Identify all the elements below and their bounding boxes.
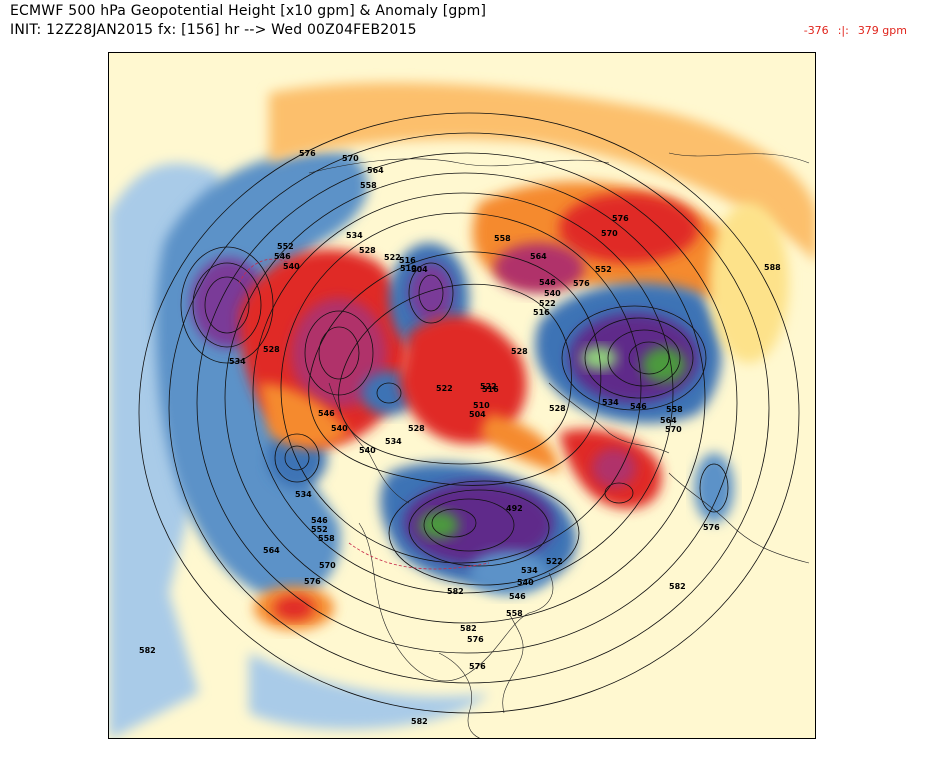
contour-label: 540 — [331, 424, 348, 433]
contour-label: 504 — [469, 410, 486, 419]
contour-label: 558 — [494, 234, 511, 243]
contour-label: 516 — [482, 385, 499, 394]
contour-label: 582 — [447, 587, 464, 596]
contour-label: 552 — [595, 265, 612, 274]
contour-label: 558 — [360, 181, 377, 190]
contour-label: 522 — [436, 384, 453, 393]
contour-label: 582 — [411, 717, 428, 726]
contour-label: 558 — [666, 405, 683, 414]
contour-label: 528 — [408, 424, 425, 433]
contour-label: 546 — [274, 252, 291, 261]
contour-label: 510 — [400, 264, 417, 273]
contour-label: 588 — [764, 263, 781, 272]
contour-label: 540 — [544, 289, 561, 298]
contour-label: 540 — [359, 446, 376, 455]
contour-label: 492 — [506, 504, 523, 513]
contour-label: 540 — [283, 262, 300, 271]
map-title: ECMWF 500 hPa Geopotential Height [x10 g… — [10, 3, 487, 19]
map-panel: 576 570 564 558 534 528 522 516 510 504 … — [108, 52, 816, 739]
contour-label: 582 — [669, 582, 686, 591]
contour-label: 546 — [630, 402, 647, 411]
contour-label: 576 — [467, 635, 484, 644]
contour-label: 534 — [229, 357, 246, 366]
anomaly-map: 576 570 564 558 534 528 522 516 510 504 … — [109, 53, 815, 738]
contour-label: 582 — [460, 624, 477, 633]
contour-label: 570 — [319, 561, 336, 570]
contour-label: 534 — [346, 231, 363, 240]
contour-label: 576 — [469, 662, 486, 671]
contour-label: 528 — [359, 246, 376, 255]
contour-label: 564 — [530, 252, 547, 261]
contour-label: 576 — [299, 149, 316, 158]
anomaly-range: -376 :|: 379 gpm — [804, 24, 907, 37]
contour-label: 564 — [367, 166, 384, 175]
anomaly-max: 379 gpm — [857, 24, 907, 37]
contour-label: 534 — [521, 566, 538, 575]
contour-label: 534 — [602, 398, 619, 407]
coastlines — [308, 152, 810, 738]
contour-label: 546 — [311, 516, 328, 525]
contour-labels: 576 570 564 558 534 528 522 516 510 504 … — [139, 149, 781, 726]
contour-label: 576 — [612, 214, 629, 223]
contour-label: 522 — [539, 299, 556, 308]
contour-label: 570 — [665, 425, 682, 434]
contour-label: 528 — [263, 345, 280, 354]
contour-label: 516 — [399, 256, 416, 265]
contour-label: 534 — [295, 490, 312, 499]
contour-label: 576 — [304, 577, 321, 586]
contour-label: 570 — [601, 229, 618, 238]
contour-label: 528 — [511, 347, 528, 356]
contour-label: 516 — [533, 308, 550, 317]
contour-label: 534 — [385, 437, 402, 446]
contour-label: 576 — [703, 523, 720, 532]
anomaly-outline — [238, 258, 490, 570]
contour-label: 546 — [509, 592, 526, 601]
contour-label: 522 — [546, 557, 563, 566]
contour-label: 552 — [311, 525, 328, 534]
contour-label: 558 — [506, 609, 523, 618]
contour-label: 510 — [473, 401, 490, 410]
contour-label: 546 — [539, 278, 556, 287]
contour-label: 522 — [384, 253, 401, 262]
contour-label: 528 — [549, 404, 566, 413]
contour-label: 558 — [318, 534, 335, 543]
contour-label: 564 — [263, 546, 280, 555]
contour-label: 564 — [660, 416, 677, 425]
contour-label: 570 — [342, 154, 359, 163]
contour-label: 582 — [139, 646, 156, 655]
contour-label: 504 — [411, 265, 428, 274]
contour-label: 540 — [517, 578, 534, 587]
contour-label: 522 — [480, 382, 497, 391]
anomaly-range-separator: :|: — [837, 24, 849, 37]
contour-label: 576 — [573, 279, 590, 288]
contour-label: 546 — [318, 409, 335, 418]
forecast-init-line: INIT: 12Z28JAN2015 fx: [156] hr --> Wed … — [10, 22, 417, 38]
anomaly-min: -376 — [803, 24, 829, 37]
contour-label: 552 — [277, 242, 294, 251]
